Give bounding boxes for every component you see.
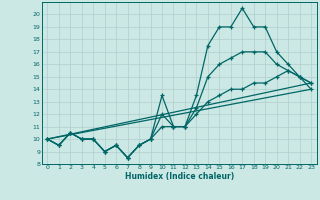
X-axis label: Humidex (Indice chaleur): Humidex (Indice chaleur): [124, 172, 234, 181]
